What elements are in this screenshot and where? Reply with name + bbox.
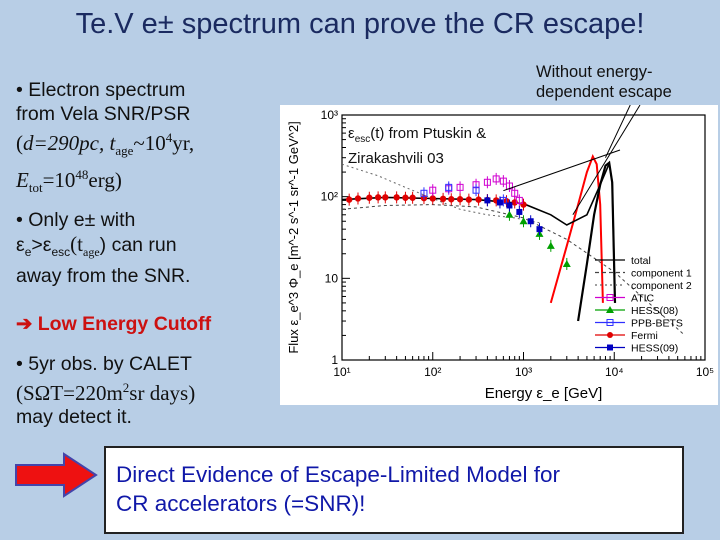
hess09-point [516, 208, 523, 215]
x-tick-label: 10¹ [333, 365, 350, 379]
atic-point [429, 186, 437, 194]
atic-point [515, 196, 523, 204]
bullet-escape-condition: • Only e± with εe>εesc(tage) can run awa… [16, 208, 266, 288]
x-tick-label: 10⁴ [605, 365, 624, 379]
hess09-point [484, 197, 491, 204]
conclusion-box: Direct Evidence of Escape-Limited Model … [104, 446, 684, 534]
red-arrow-icon [15, 452, 98, 498]
legend-label: HESS(08) [631, 305, 678, 317]
atic-point [499, 177, 507, 185]
hess08-point [546, 241, 555, 249]
fermi-point [439, 195, 447, 203]
ppb-point [445, 183, 453, 191]
legend-marker [607, 332, 613, 338]
atic-point [456, 183, 464, 191]
hess09-point [506, 202, 513, 209]
legend-marker [606, 294, 614, 301]
x-tick-label: 10⁵ [696, 365, 714, 379]
legend-marker [607, 344, 613, 351]
ppb-point [472, 186, 480, 194]
legend-label: component 1 [631, 268, 692, 280]
bullet-calet: • 5yr obs. by CALET (SΩT=220m2sr days) m… [16, 352, 266, 429]
bullet2-line3: away from the SNR. [16, 264, 191, 287]
no-escape-model-curve [549, 154, 604, 304]
bullet1-energy: Etot=1048erg) [16, 167, 122, 196]
fermi-point [465, 196, 473, 203]
component-2-curve [341, 163, 540, 224]
low-energy-cutoff: ➔ Low Energy Cutoff [16, 313, 212, 335]
fermi-point [511, 199, 518, 206]
fermi-point [429, 195, 436, 202]
bullet2-line1: • Only e± with [16, 209, 136, 231]
bullet1-line2: from Vela SNR/PSR [16, 103, 191, 125]
legend-marker [606, 306, 614, 313]
legend-label: HESS(09) [631, 343, 678, 355]
x-tick-label: 10³ [515, 365, 532, 379]
y-tick-label: 10 [325, 271, 339, 285]
conclusion-line1: Direct Evidence of Escape-Limited Model … [116, 462, 560, 487]
hess09-point [527, 218, 534, 225]
legend-label: component 2 [631, 280, 692, 292]
atic-point [483, 178, 491, 186]
bullet2-line2: εe>εesc(tage) can run [16, 232, 177, 259]
fermi-point [402, 194, 409, 201]
bullet1-params: (d=290pc, tage~104yr, [16, 130, 195, 159]
ppb-point [420, 189, 428, 197]
hess08-point [505, 210, 514, 218]
atic-point [511, 189, 519, 197]
fermi-point [374, 194, 382, 201]
no-escape-annotation: Without energy- dependent escape [536, 63, 672, 101]
hess09-point [496, 199, 503, 206]
fermi-point [393, 194, 400, 201]
fermi-point [354, 195, 362, 202]
y-tick-label: 10³ [321, 108, 338, 122]
bullet3-line1: • 5yr obs. by CALET [16, 353, 192, 375]
hess08-point [519, 217, 528, 225]
fermi-point [520, 201, 527, 208]
fermi-point [448, 196, 455, 203]
legend-label: total [631, 255, 651, 267]
atic-point [492, 175, 500, 183]
right-arrow-icon: ➔ [16, 313, 33, 335]
x-axis-label: Energy ε_e [GeV] [485, 385, 603, 402]
bullet3-line3: may detect it. [16, 406, 132, 428]
bullet-vela-spectrum: • Electron spectrum from Vela SNR/PSR (d… [16, 78, 266, 200]
slide-title: Te.V e± spectrum can prove the CR escape… [75, 8, 645, 40]
plot-background [280, 105, 718, 405]
fermi-point [345, 196, 353, 203]
hess08-point [562, 259, 571, 267]
legend-marker [606, 319, 614, 326]
y-axis-label: Flux ε_e^3 Φ_e [m^-2 s^-1 sr^-1 GeV^2] [286, 121, 301, 353]
conclusion-line2: CR accelerators (=SNR)! [116, 491, 366, 516]
fermi-point [366, 194, 373, 201]
bullet3-line2: (SΩT=220m2sr days) [16, 380, 196, 405]
fermi-point [382, 194, 389, 201]
y-tick-label: 1 [331, 353, 338, 367]
noesc-pointer-arrow [572, 105, 641, 216]
x-tick-label: 10² [424, 365, 441, 379]
esc-annotation: εesc(t) from Ptuskin & Zirakashvili 03 [348, 125, 487, 167]
esc-pointer-arrow [503, 149, 621, 192]
legend-label: ATIC [631, 293, 655, 305]
hess09-point [536, 226, 543, 233]
fermi-point [456, 196, 464, 203]
bullet1-line1: • Electron spectrum [16, 79, 186, 101]
spectrum-plot: 10¹ 10² 10³ 10⁴ 10⁵ 1 10 10² 10³ Energy ε_e [GeV]… [280, 105, 718, 405]
fermi-point [475, 196, 482, 203]
y-tick-label: 10² [321, 190, 338, 204]
legend-label: Fermi [631, 330, 658, 342]
legend-label: PPB-BETS [631, 318, 683, 330]
noesc-pointer-arrow-2 [605, 105, 631, 158]
fermi-point [409, 194, 416, 201]
